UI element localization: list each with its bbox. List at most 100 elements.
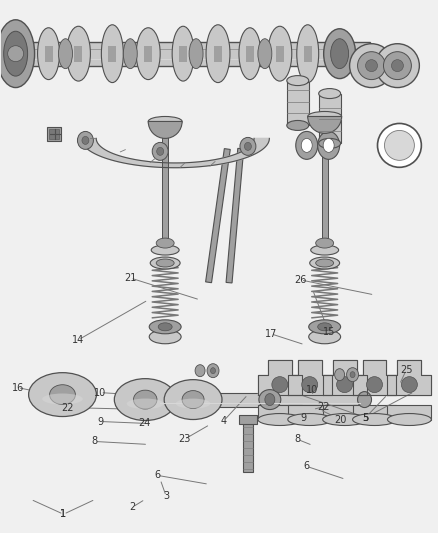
Text: 8: 8 bbox=[91, 437, 97, 447]
Ellipse shape bbox=[264, 393, 274, 406]
Bar bbox=[155, 393, 364, 407]
Ellipse shape bbox=[286, 120, 308, 131]
Ellipse shape bbox=[133, 390, 157, 409]
Circle shape bbox=[357, 52, 385, 79]
Bar bbox=[321, 114, 327, 238]
Bar bbox=[74, 46, 82, 62]
Text: 6: 6 bbox=[303, 462, 309, 471]
Ellipse shape bbox=[296, 25, 318, 83]
Ellipse shape bbox=[136, 28, 160, 79]
Text: 17: 17 bbox=[264, 329, 276, 339]
Text: 25: 25 bbox=[399, 365, 412, 375]
Ellipse shape bbox=[240, 138, 255, 155]
Ellipse shape bbox=[38, 28, 60, 79]
Text: 1: 1 bbox=[60, 509, 67, 519]
Ellipse shape bbox=[257, 414, 301, 425]
Ellipse shape bbox=[194, 365, 205, 377]
Ellipse shape bbox=[156, 259, 174, 267]
Ellipse shape bbox=[189, 39, 203, 69]
Ellipse shape bbox=[149, 330, 181, 344]
Bar bbox=[286, 80, 308, 125]
Ellipse shape bbox=[308, 320, 340, 334]
Text: 24: 24 bbox=[138, 417, 150, 427]
Ellipse shape bbox=[127, 399, 163, 409]
Text: 15: 15 bbox=[322, 327, 334, 337]
Polygon shape bbox=[322, 360, 366, 394]
Text: 26: 26 bbox=[294, 275, 306, 285]
Circle shape bbox=[349, 44, 392, 87]
Bar bbox=[387, 405, 431, 419]
Bar bbox=[108, 46, 116, 62]
Ellipse shape bbox=[0, 20, 35, 87]
Ellipse shape bbox=[28, 373, 96, 416]
Ellipse shape bbox=[315, 238, 333, 248]
Ellipse shape bbox=[210, 368, 215, 374]
Ellipse shape bbox=[318, 139, 340, 148]
Ellipse shape bbox=[330, 39, 348, 69]
Ellipse shape bbox=[164, 379, 222, 419]
Ellipse shape bbox=[334, 369, 344, 381]
Ellipse shape bbox=[77, 132, 93, 149]
Bar bbox=[242, 421, 252, 472]
Ellipse shape bbox=[352, 414, 396, 425]
Ellipse shape bbox=[238, 28, 260, 79]
Circle shape bbox=[301, 377, 317, 393]
Ellipse shape bbox=[156, 148, 163, 155]
Ellipse shape bbox=[323, 29, 355, 78]
Wedge shape bbox=[148, 122, 182, 139]
Polygon shape bbox=[387, 360, 431, 394]
Ellipse shape bbox=[149, 320, 181, 334]
Ellipse shape bbox=[308, 330, 340, 344]
Circle shape bbox=[383, 52, 410, 79]
Ellipse shape bbox=[66, 26, 90, 81]
Bar bbox=[226, 148, 243, 283]
Circle shape bbox=[400, 377, 417, 393]
Ellipse shape bbox=[123, 39, 137, 69]
Ellipse shape bbox=[310, 245, 338, 255]
Ellipse shape bbox=[101, 25, 123, 83]
Ellipse shape bbox=[315, 259, 333, 267]
Bar bbox=[155, 327, 175, 337]
Ellipse shape bbox=[300, 139, 311, 152]
Text: 3: 3 bbox=[163, 491, 169, 501]
Ellipse shape bbox=[158, 323, 172, 331]
Text: 1: 1 bbox=[60, 509, 67, 519]
Bar bbox=[49, 130, 58, 140]
Bar bbox=[238, 415, 256, 424]
Text: 16: 16 bbox=[11, 383, 24, 393]
Ellipse shape bbox=[309, 257, 339, 269]
Text: 9: 9 bbox=[97, 416, 103, 426]
Text: 2: 2 bbox=[129, 502, 135, 512]
Text: 5: 5 bbox=[362, 413, 368, 423]
Text: 4: 4 bbox=[220, 416, 226, 425]
Circle shape bbox=[384, 131, 413, 160]
Circle shape bbox=[7, 46, 24, 62]
Ellipse shape bbox=[175, 399, 210, 409]
Ellipse shape bbox=[244, 142, 251, 150]
Ellipse shape bbox=[150, 257, 180, 269]
Bar bbox=[314, 327, 334, 337]
Bar bbox=[46, 127, 60, 141]
Circle shape bbox=[391, 60, 403, 71]
Ellipse shape bbox=[148, 117, 182, 126]
Circle shape bbox=[365, 60, 377, 71]
Ellipse shape bbox=[387, 414, 431, 425]
Ellipse shape bbox=[258, 390, 280, 409]
Bar bbox=[245, 46, 253, 62]
Ellipse shape bbox=[267, 26, 291, 81]
Text: 21: 21 bbox=[124, 273, 136, 283]
Wedge shape bbox=[307, 117, 341, 133]
Text: 22: 22 bbox=[61, 402, 74, 413]
Circle shape bbox=[377, 124, 420, 167]
Ellipse shape bbox=[346, 368, 358, 382]
Circle shape bbox=[366, 377, 381, 393]
Bar bbox=[162, 118, 168, 238]
Polygon shape bbox=[352, 360, 396, 394]
Text: 14: 14 bbox=[72, 335, 85, 345]
Ellipse shape bbox=[172, 26, 194, 81]
Circle shape bbox=[336, 377, 352, 393]
Ellipse shape bbox=[286, 76, 308, 86]
Ellipse shape bbox=[207, 364, 219, 378]
Polygon shape bbox=[81, 139, 269, 168]
Ellipse shape bbox=[318, 88, 340, 99]
